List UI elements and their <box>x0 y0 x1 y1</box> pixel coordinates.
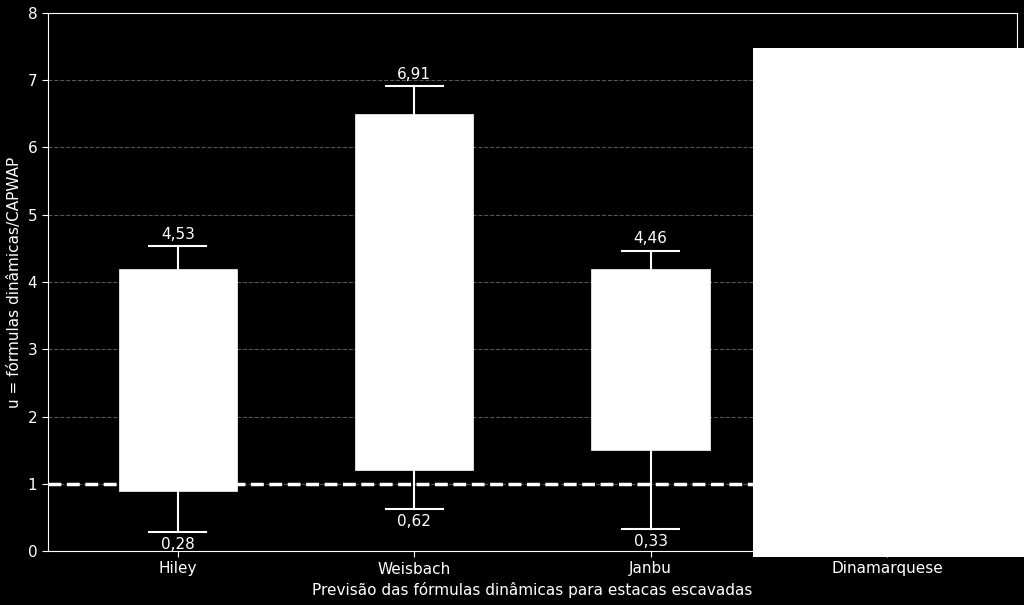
Text: 0,33: 0,33 <box>634 534 668 549</box>
Bar <box>119 269 237 491</box>
Text: 0,62: 0,62 <box>870 514 904 529</box>
Text: 4,46: 4,46 <box>634 231 668 246</box>
Text: 4,53: 4,53 <box>161 227 195 241</box>
Bar <box>355 114 473 470</box>
Text: 6,91: 6,91 <box>397 67 431 82</box>
Text: 0,28: 0,28 <box>161 537 195 552</box>
Bar <box>592 269 710 450</box>
Bar <box>828 168 946 470</box>
Text: 0,62: 0,62 <box>397 514 431 529</box>
X-axis label: Previsão das fórmulas dinâmicas para estacas escavadas: Previsão das fórmulas dinâmicas para est… <box>312 582 753 598</box>
Y-axis label: u = fórmulas dinâmicas/CAPWAP: u = fórmulas dinâmicas/CAPWAP <box>7 156 22 408</box>
Text: 6,05: 6,05 <box>870 125 904 139</box>
